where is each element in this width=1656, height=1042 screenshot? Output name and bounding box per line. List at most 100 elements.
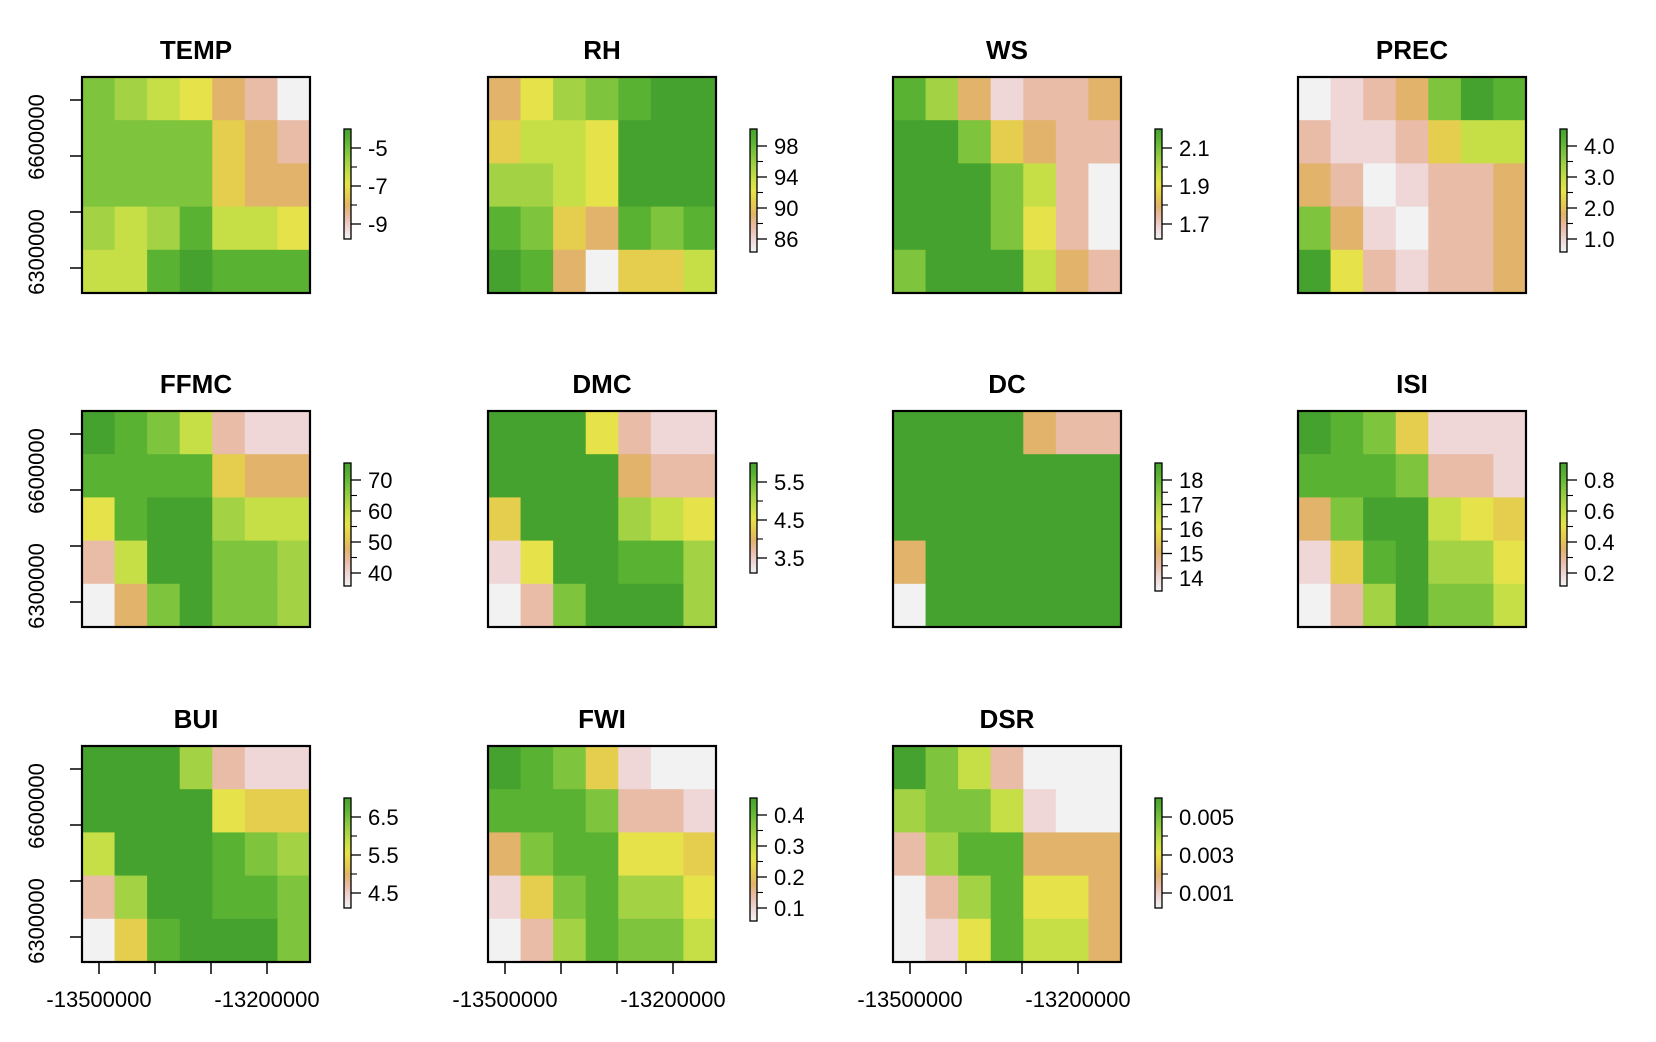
raster-cell (212, 875, 246, 920)
raster-cell (1298, 206, 1332, 251)
raster-cell (683, 206, 717, 251)
panel-frame (1296, 75, 1528, 295)
raster-cell (1330, 454, 1364, 498)
raster-cell (553, 163, 587, 208)
raster-cell (553, 832, 587, 877)
raster-cell (179, 249, 213, 294)
raster-cell (82, 789, 116, 833)
raster-cell (1298, 454, 1332, 498)
raster-cell (1088, 163, 1122, 208)
legend-tick-label: 0.005 (1179, 805, 1234, 830)
raster-cell (179, 875, 213, 920)
legend-bar (1154, 462, 1163, 592)
raster-cell (925, 789, 959, 833)
raster-cell (147, 875, 181, 920)
raster-cell (1460, 497, 1495, 542)
raster-cell (1055, 249, 1090, 294)
raster-cell (618, 163, 652, 208)
raster-cell (1055, 206, 1090, 251)
raster-cell (650, 583, 685, 628)
panel-title: TEMP (160, 35, 232, 65)
raster-cell (1023, 497, 1057, 542)
raster-cell (114, 206, 148, 251)
raster-cell (893, 249, 927, 294)
raster-cell (925, 249, 959, 294)
raster-cell (1088, 583, 1122, 628)
raster-cell (585, 746, 619, 790)
raster-cell (893, 918, 927, 963)
raster-cell (244, 163, 279, 208)
raster-cell (683, 789, 717, 833)
panel-frame (486, 75, 718, 295)
raster-cell (1493, 454, 1527, 498)
panel-title: WS (986, 35, 1028, 65)
raster-cell (1088, 746, 1122, 790)
raster-cell (1395, 540, 1429, 585)
raster-cell (618, 77, 652, 121)
raster-cell (683, 454, 717, 498)
y-tick-label: 6600000 (24, 763, 49, 849)
y-tick-label: 6300000 (24, 878, 49, 964)
raster-cell (82, 540, 116, 585)
raster-cell (520, 540, 554, 585)
raster-cell (1363, 583, 1397, 628)
panel-frame (486, 409, 718, 629)
raster-cell (1055, 875, 1090, 920)
raster-cell (990, 789, 1024, 833)
raster-cell (212, 789, 246, 833)
raster-cell (82, 746, 116, 790)
raster-cell (990, 832, 1024, 877)
raster-cell (114, 249, 148, 294)
raster-cell (618, 120, 652, 164)
raster-cell (147, 746, 181, 790)
raster-cell (520, 789, 554, 833)
raster-cell (585, 163, 619, 208)
raster-cell (1428, 540, 1462, 585)
raster-cell (958, 583, 992, 628)
raster-cell (1055, 120, 1090, 164)
raster-cell (1055, 583, 1090, 628)
raster-cell (520, 77, 554, 121)
raster-cell (683, 120, 717, 164)
raster-cell (618, 583, 652, 628)
panel-temp: TEMP -5 -7 -9 (80, 35, 388, 295)
raster-cell (1493, 163, 1527, 208)
raster-cell (179, 746, 213, 790)
raster-cell (1055, 77, 1090, 121)
raster-cell (618, 206, 652, 251)
panel-title: BUI (174, 704, 219, 734)
raster-cell (1330, 120, 1364, 164)
raster-cell (1023, 746, 1057, 790)
legend-tick-label: 0.4 (1584, 530, 1615, 555)
raster-cell (1330, 583, 1364, 628)
raster-cell (1428, 77, 1462, 121)
raster-cell (553, 120, 587, 164)
raster-cell (1428, 120, 1462, 164)
raster-cell (520, 918, 554, 963)
raster-cell (990, 163, 1024, 208)
raster-cell (958, 249, 992, 294)
raster-cell (925, 206, 959, 251)
x-tick-label: -13500000 (857, 987, 962, 1012)
raster-cell (683, 540, 717, 585)
raster-cell (585, 249, 619, 294)
raster-cell (212, 918, 246, 963)
raster-cell (1395, 163, 1429, 208)
raster-cell (147, 411, 181, 455)
raster-cell (1023, 540, 1057, 585)
raster-cell (520, 454, 554, 498)
raster-cell (618, 746, 652, 790)
legend-bar (749, 797, 758, 922)
raster-cell (553, 789, 587, 833)
legend-tick-label: 6.5 (368, 805, 399, 830)
legend-tick-label: 90 (774, 196, 798, 221)
legend-tick-label: 1.9 (1179, 174, 1210, 199)
raster-cell (1088, 77, 1122, 121)
raster-cell (520, 832, 554, 877)
raster-cell (553, 411, 587, 455)
raster-cell (488, 540, 522, 585)
raster-cell (114, 163, 148, 208)
y-tick-label: 6600000 (24, 428, 49, 514)
raster-cell (114, 540, 148, 585)
